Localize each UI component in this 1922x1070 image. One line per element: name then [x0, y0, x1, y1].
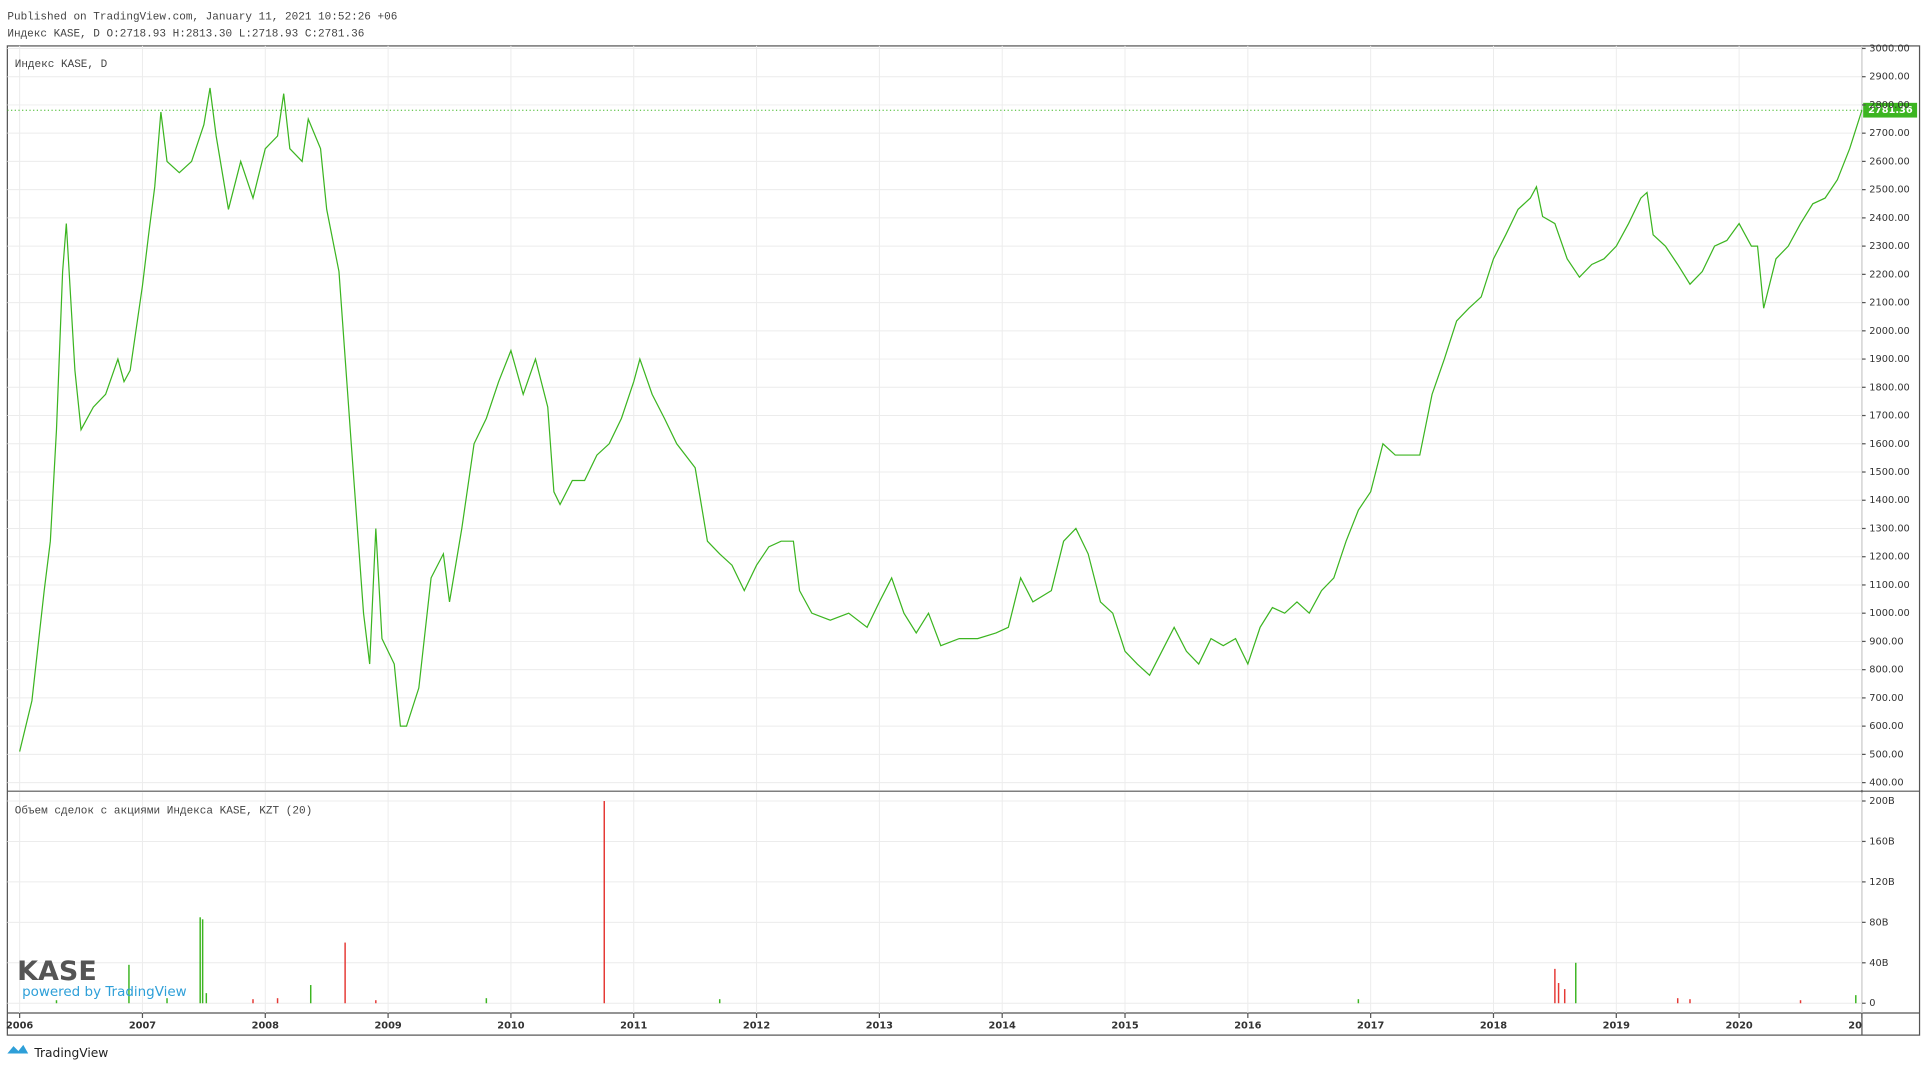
y-tick-label: 1100.00	[1869, 580, 1910, 591]
y-tick-label: 1500.00	[1869, 467, 1910, 478]
x-tick-label: 2013	[866, 1020, 893, 1031]
y-tick-label: 2100.00	[1869, 298, 1910, 309]
y-tick-label: 2500.00	[1869, 185, 1910, 196]
x-tick-label: 2010	[497, 1020, 524, 1031]
x-tick-label: 2007	[129, 1020, 156, 1031]
volume-bar	[276, 998, 279, 1004]
x-tick-label: 2008	[252, 1020, 279, 1031]
volume-bar	[309, 985, 312, 1004]
main-legend: Индекс KASE, D	[15, 59, 108, 71]
volume-bar	[252, 999, 254, 1004]
y-tick-label: 1300.00	[1869, 523, 1910, 534]
volume-bar	[166, 998, 168, 1004]
y-tick-label: 600.00	[1869, 721, 1903, 732]
volume-bar	[375, 1000, 377, 1004]
time-axis: 2006 2007 2008 2009 2010 2011 2012 2013 2014 2015…	[6, 1013, 1875, 1031]
y-tick-label: 500.00	[1869, 749, 1903, 760]
chart-frame	[6, 45, 1921, 1036]
last-price-label: 2781.36	[1868, 105, 1913, 116]
y-tick-label: 2800.00	[1869, 100, 1910, 111]
y-tick-label: 3000.00	[1869, 43, 1910, 54]
x-tick-label: 2014	[989, 1020, 1016, 1031]
y-tick-label: 400.00	[1869, 778, 1903, 789]
volume-bar	[718, 999, 721, 1004]
volume-bar	[1799, 1000, 1802, 1004]
y-tick-label: 40B	[1869, 958, 1888, 969]
x-tick-label: 2017	[1357, 1020, 1384, 1031]
y-tick-label: 800.00	[1869, 665, 1903, 676]
ohlc-line: Индекс KASE, D O:2718.93 H:2813.30 L:271…	[7, 29, 364, 41]
volume-bar	[201, 919, 204, 1004]
price-line	[19, 87, 1863, 752]
volume-bar	[199, 917, 201, 1004]
y-tick-label: 2600.00	[1869, 156, 1910, 167]
x-tick-label: 2006	[6, 1020, 33, 1031]
volume-bar	[485, 998, 488, 1004]
volume-bar	[1676, 998, 1679, 1004]
volume-bar	[55, 1000, 58, 1004]
y-tick-label: 2300.00	[1869, 241, 1910, 252]
volume-bar	[1563, 989, 1566, 1004]
volume-bar	[1554, 968, 1556, 1004]
y-tick-label: 2700.00	[1869, 128, 1910, 139]
y-tick-label: 80B	[1869, 917, 1888, 928]
volume-legend: Объем сделок с акциями Индекса KASE, KZT…	[15, 805, 312, 818]
x-tick-label: 2018	[1480, 1020, 1507, 1031]
watermark-powered: powered by TradingView	[22, 984, 187, 1000]
y-tick-label: 1200.00	[1869, 552, 1910, 563]
y-tick-label: 2400.00	[1869, 213, 1910, 224]
y-tick-label: 1900.00	[1869, 354, 1910, 365]
tv-logo-icon	[7, 1044, 29, 1054]
volume-bar	[205, 993, 208, 1004]
x-tick-label: 2019	[1603, 1020, 1630, 1031]
volume-bar	[1575, 962, 1577, 1004]
last-price-tag	[1863, 102, 1918, 118]
y-tick-label: 2000.00	[1869, 326, 1910, 337]
volume-bar	[1357, 999, 1360, 1004]
x-tick-label: 2020	[1725, 1020, 1752, 1031]
y-tick-label: 900.00	[1869, 636, 1903, 647]
tv-logo: TradingView	[33, 1046, 108, 1060]
y-tick-label: 1600.00	[1869, 439, 1910, 450]
volume-bar	[1557, 983, 1560, 1004]
y-tick-label: 2200.00	[1869, 269, 1910, 280]
y-tick-label: 700.00	[1869, 693, 1903, 704]
x-tick-label: 2012	[743, 1020, 770, 1031]
x-tick-label: 2011	[620, 1020, 647, 1031]
y-tick-label: 120B	[1869, 877, 1895, 888]
x-tick-label: 2021	[1848, 1020, 1875, 1031]
y-tick-label: 1800.00	[1869, 382, 1910, 393]
y-tick-label: 1700.00	[1869, 411, 1910, 422]
volume-bar	[128, 964, 130, 1004]
x-tick-label: 2009	[374, 1020, 401, 1031]
y-tick-label: 1000.00	[1869, 608, 1910, 619]
x-tick-label: 2015	[1111, 1020, 1138, 1031]
volume-bar	[344, 942, 346, 1004]
published-line: Published on TradingView.com, January 11…	[7, 11, 397, 23]
watermark-brand: KASE	[17, 956, 97, 987]
volume-bar	[1689, 999, 1691, 1004]
y-tick-label: 160B	[1869, 836, 1895, 847]
y-tick-label: 0	[1869, 998, 1875, 1009]
volume-bar	[1855, 995, 1857, 1004]
volume-bar	[603, 801, 605, 1004]
y-tick-label: 2900.00	[1869, 72, 1910, 83]
x-tick-label: 2016	[1234, 1020, 1261, 1031]
y-tick-label: 1400.00	[1869, 495, 1910, 506]
y-tick-label: 200B	[1869, 796, 1895, 807]
